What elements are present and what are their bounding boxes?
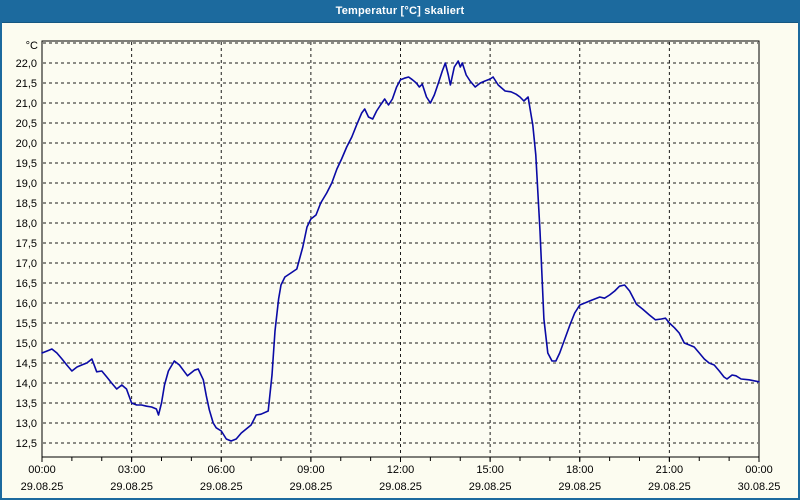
x-tick-time-label: 00:00: [745, 464, 773, 476]
y-tick-label: 21,0: [16, 98, 37, 110]
x-tick-time-label: 00:00: [28, 464, 56, 476]
y-tick-label: 17,5: [16, 238, 37, 250]
y-tick-label: 13,0: [16, 418, 37, 430]
temperature-curve: [41, 60, 760, 442]
y-tick-label: 22,0: [16, 58, 37, 70]
x-tick-date-label: 29.08.25: [558, 481, 601, 493]
y-tick-label: 20,5: [16, 118, 37, 130]
x-tick-time-label: 18:00: [566, 464, 594, 476]
x-tick-date-label: 29.08.25: [289, 481, 332, 493]
y-tick-label: 21,5: [16, 78, 37, 90]
window-titlebar[interactable]: Temperatur [°C] skaliert: [2, 0, 798, 23]
window-title: Temperatur [°C] skaliert: [335, 5, 465, 17]
x-tick-date-label: 29.08.25: [469, 481, 512, 493]
y-tick-label: 14,0: [16, 378, 37, 390]
x-tick-date-label: 29.08.25: [21, 481, 64, 493]
y-tick-label: 18,5: [16, 198, 37, 210]
x-tick-date-label: 29.08.25: [379, 481, 422, 493]
x-tick-time-label: 21:00: [656, 464, 684, 476]
y-tick-label: 19,0: [16, 178, 37, 190]
y-axis-unit-label: °C: [26, 40, 38, 52]
y-tick-label: 12,5: [16, 438, 37, 450]
y-tick-label: 17,0: [16, 258, 37, 270]
x-tick-time-label: 15:00: [476, 464, 504, 476]
y-tick-label: 15,0: [16, 338, 37, 350]
y-tick-label: 18,0: [16, 218, 37, 230]
y-tick-label: 16,5: [16, 278, 37, 290]
y-tick-label: 19,5: [16, 158, 37, 170]
y-tick-label: 14,5: [16, 358, 37, 370]
temperature-chart: 22,0 21,5 21,0 20,5 20,0 19,5 19,0 18,5 18,0 17,5…: [16, 40, 781, 493]
y-tick-label: 13,5: [16, 398, 37, 410]
x-tick-time-label: 06:00: [207, 464, 235, 476]
x-tick-time-label: 03:00: [118, 464, 146, 476]
y-tick-label: 15,5: [16, 318, 37, 330]
x-tick-date-label: 29.08.25: [110, 481, 153, 493]
x-tick-date-label: 30.08.25: [738, 481, 781, 493]
y-tick-label: 16,0: [16, 298, 37, 310]
x-tick-time-label: 12:00: [387, 464, 415, 476]
x-tick-date-label: 29.08.25: [648, 481, 691, 493]
x-tick-time-label: 09:00: [297, 464, 325, 476]
y-tick-label: 20,0: [16, 138, 37, 150]
x-tick-date-label: 29.08.25: [200, 481, 243, 493]
